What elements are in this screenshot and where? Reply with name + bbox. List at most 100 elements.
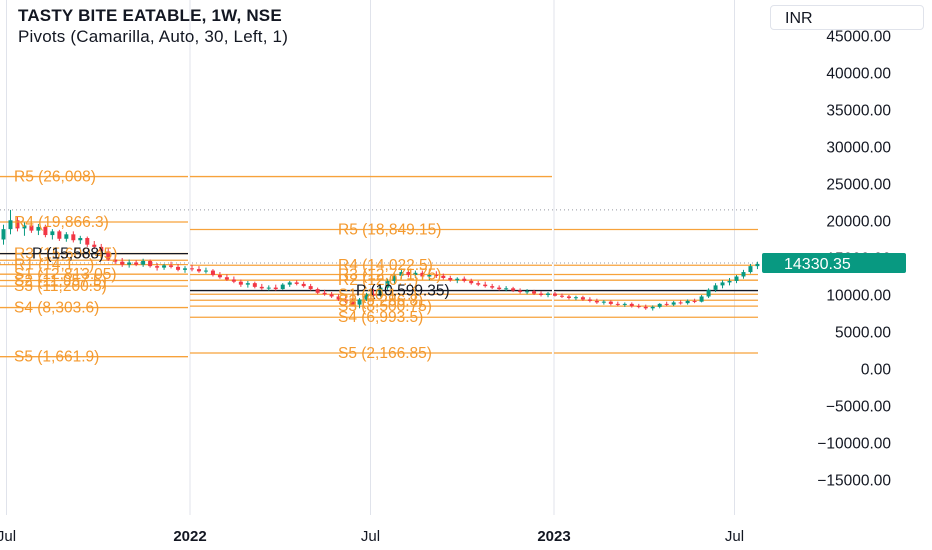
candle-up bbox=[245, 283, 250, 285]
candle-up bbox=[671, 302, 676, 305]
candle-down bbox=[15, 220, 20, 229]
candle-up bbox=[8, 220, 13, 230]
y-tick-label: 45000.00 bbox=[826, 29, 891, 46]
candle-down bbox=[636, 306, 641, 308]
x-tick-label: Jul bbox=[361, 528, 380, 545]
candle-down bbox=[43, 226, 48, 236]
candle-up bbox=[657, 303, 662, 307]
candle-up bbox=[455, 278, 460, 281]
reference-lines bbox=[0, 209, 760, 264]
candle-down bbox=[224, 277, 229, 280]
y-tick-label: −5000.00 bbox=[826, 399, 891, 416]
last-price-badge bbox=[762, 252, 906, 273]
y-tick-label: 10000.00 bbox=[826, 288, 891, 305]
candle-up bbox=[287, 282, 292, 285]
pivot-label-s5: S5 (1,661.9) bbox=[14, 349, 99, 366]
candle-up bbox=[141, 260, 146, 265]
candle-down bbox=[106, 251, 111, 260]
pivot-label-s1: S1 (12,813.05) bbox=[14, 266, 117, 283]
candle-up bbox=[64, 234, 69, 239]
y-tick-label: −15000.00 bbox=[817, 473, 891, 490]
candle-down bbox=[594, 300, 599, 303]
pivot-label-s4: S4 (8,303.6) bbox=[14, 300, 99, 317]
candle-up bbox=[1, 229, 6, 240]
candle-down bbox=[322, 292, 327, 295]
candle-down bbox=[92, 244, 97, 247]
candle-down bbox=[441, 275, 446, 278]
candle-up bbox=[364, 294, 369, 300]
candle-up bbox=[720, 282, 725, 286]
pivot-label-r3: R3 (15,600.45) bbox=[14, 246, 117, 263]
candle-up bbox=[22, 225, 27, 229]
candle-up bbox=[127, 262, 132, 265]
candle-down bbox=[615, 303, 620, 305]
candle-down bbox=[189, 268, 194, 270]
pivot-label-s2: S2 (11,957.5) bbox=[14, 273, 107, 290]
candle-down bbox=[434, 275, 439, 277]
candle-down bbox=[678, 302, 683, 304]
candle-up bbox=[748, 266, 753, 273]
candle-up bbox=[699, 296, 704, 302]
candle-down bbox=[643, 306, 648, 309]
pivot-label-s3: S3 (11,200.5) bbox=[14, 278, 107, 295]
pivot-label-r4: R4 (14,022.5) bbox=[338, 257, 433, 274]
last-price-label: 14330.35 bbox=[784, 256, 851, 273]
candle-down bbox=[343, 299, 348, 302]
y-tick-label: 20000.00 bbox=[826, 214, 891, 231]
candle-down bbox=[85, 238, 90, 245]
candle-down bbox=[294, 282, 299, 284]
candle-down bbox=[406, 272, 411, 276]
y-tick-label: 5000.00 bbox=[835, 325, 891, 342]
x-tick-label: 2022 bbox=[173, 528, 206, 545]
candle-down bbox=[120, 261, 125, 265]
candle-up bbox=[546, 293, 551, 295]
candle-down bbox=[559, 295, 564, 297]
candle-down bbox=[71, 234, 76, 241]
candle-down bbox=[490, 286, 495, 288]
pivot-label-r1: R1 (14,1…) bbox=[14, 257, 94, 274]
y-tick-label: 0.00 bbox=[861, 362, 892, 379]
currency-selector[interactable]: INR bbox=[770, 5, 924, 30]
candle-up bbox=[266, 287, 271, 289]
pivot-label-s5: S5 (2,166.85) bbox=[338, 345, 432, 362]
candle-down bbox=[448, 277, 453, 281]
candle-down bbox=[113, 259, 118, 262]
candle-up bbox=[78, 238, 83, 241]
candle-down bbox=[308, 286, 313, 290]
pivot-label-s3: S3 (8,500.75) bbox=[338, 298, 432, 315]
candle-up bbox=[162, 265, 167, 268]
grid bbox=[6, 0, 736, 515]
candle-down bbox=[176, 266, 181, 270]
candle-down bbox=[99, 246, 104, 252]
candle-down bbox=[315, 289, 320, 293]
y-tick-label: 40000.00 bbox=[826, 66, 891, 83]
candle-down bbox=[259, 286, 264, 289]
candle-down bbox=[238, 281, 243, 285]
pivot-label-s1: S1 (10,1…) bbox=[338, 286, 417, 303]
candle-down bbox=[420, 272, 425, 277]
candle-up bbox=[741, 272, 746, 277]
candle-down bbox=[371, 294, 376, 296]
candle-down bbox=[350, 301, 355, 305]
candle-down bbox=[336, 296, 341, 300]
pivot-label-s4: S4 (6,993.5) bbox=[338, 309, 423, 326]
candle-up bbox=[713, 285, 718, 290]
candle-up bbox=[601, 301, 606, 303]
candle-up bbox=[573, 297, 578, 299]
candles bbox=[1, 209, 760, 311]
candle-down bbox=[301, 283, 306, 287]
candle-down bbox=[169, 265, 174, 267]
indicator-legend[interactable]: Pivots (Camarilla, Auto, 30, Left, 1) bbox=[18, 27, 289, 46]
y-tick-label: 35000.00 bbox=[826, 103, 891, 120]
pivot-label-r5b: R5 (18,849.15) bbox=[338, 222, 441, 239]
chart-title: TASTY BITE EATABLE, 1W, NSE bbox=[18, 6, 282, 25]
candle-down bbox=[273, 287, 278, 290]
pivot-label-p: P (10,599.35) bbox=[356, 283, 450, 300]
candle-down bbox=[329, 294, 334, 297]
candle-up bbox=[399, 272, 404, 276]
candle-up bbox=[413, 272, 418, 276]
candle-up bbox=[203, 270, 208, 272]
candle-up bbox=[650, 306, 655, 309]
candle-down bbox=[566, 296, 571, 298]
